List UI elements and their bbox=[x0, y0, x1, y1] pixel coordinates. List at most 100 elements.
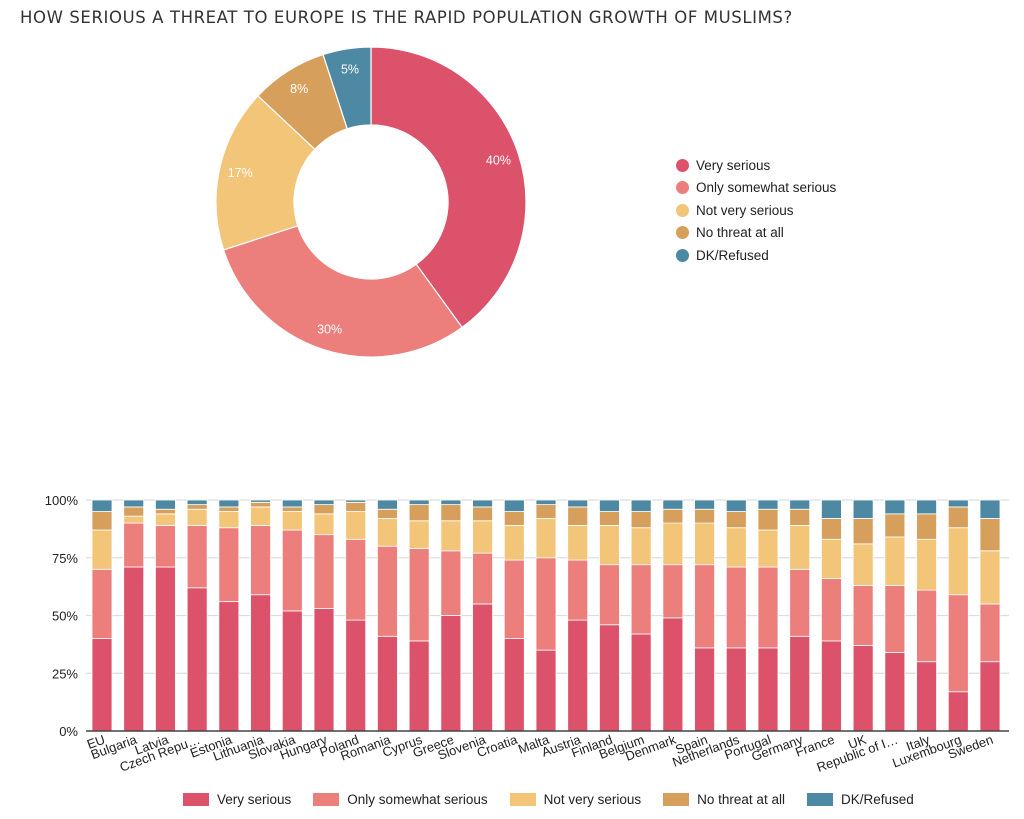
bar-segment-only-somewhat-serious bbox=[884, 585, 906, 653]
bar-segment-only-somewhat-serious bbox=[281, 529, 303, 612]
donut-label-very-serious: 40% bbox=[486, 154, 511, 168]
bar-group-romania bbox=[377, 499, 398, 732]
donut-legend-item-no-threat-at-all[interactable]: No threat at all bbox=[676, 222, 836, 245]
bar-segment-only-somewhat-serious bbox=[218, 527, 240, 603]
bar-segment-no-threat-at-all bbox=[377, 508, 398, 519]
bar-segment-very-serious bbox=[186, 587, 208, 732]
legend-dot-icon bbox=[676, 181, 689, 195]
bar-segment-dk-refused bbox=[440, 499, 462, 506]
bar-group-latvia bbox=[155, 499, 176, 732]
bar-segment-not-very-serious bbox=[852, 543, 874, 586]
bar-segment-very-serious bbox=[567, 619, 589, 732]
bar-segment-only-somewhat-serious bbox=[313, 534, 335, 609]
bar-segment-dk-refused bbox=[662, 499, 684, 510]
y-tick-label: 0% bbox=[59, 724, 78, 739]
bar-segment-not-very-serious bbox=[503, 525, 525, 561]
bar-segment-very-serious bbox=[440, 615, 462, 732]
bar-group-luxembourg bbox=[947, 499, 969, 732]
bar-group-belgium bbox=[630, 499, 652, 732]
legend-swatch-icon bbox=[313, 793, 340, 806]
bar-segment-only-somewhat-serious bbox=[155, 525, 176, 568]
bar-segment-very-serious bbox=[757, 647, 779, 732]
bar-segment-very-serious bbox=[979, 661, 1001, 732]
bar-legend-item-no-threat-at-all[interactable]: No threat at all bbox=[663, 792, 785, 807]
donut-legend-item-not-very-serious[interactable]: Not very serious bbox=[676, 199, 836, 222]
bar-legend-item-very-serious[interactable]: Very serious bbox=[183, 792, 291, 807]
bar-segment-very-serious bbox=[884, 652, 906, 732]
x-tick-label: UK bbox=[846, 732, 868, 752]
bar-legend-item-dk-refused[interactable]: DK/Refused bbox=[806, 792, 914, 807]
bar-segment-only-somewhat-serious bbox=[123, 522, 145, 568]
bar-segment-not-very-serious bbox=[979, 550, 1001, 605]
bar-segment-dk-refused bbox=[979, 499, 1001, 519]
bar-segment-very-serious bbox=[599, 624, 620, 732]
bar-segment-not-very-serious bbox=[757, 529, 779, 568]
bar-segment-very-serious bbox=[155, 566, 176, 732]
legend-label: Not very serious bbox=[696, 202, 794, 218]
bar-segment-not-very-serious bbox=[535, 518, 557, 559]
bar-segment-very-serious bbox=[123, 566, 145, 732]
bar-segment-only-somewhat-serious bbox=[979, 603, 1001, 663]
bar-segment-only-somewhat-serious bbox=[250, 525, 271, 596]
bar-segment-no-threat-at-all bbox=[281, 506, 303, 512]
bar-group-croatia bbox=[503, 499, 525, 732]
bar-group-malta bbox=[535, 499, 557, 732]
bar-group-poland bbox=[345, 499, 367, 732]
bar-group-germany bbox=[789, 499, 811, 732]
bar-segment-not-very-serious bbox=[155, 513, 176, 526]
bar-segment-not-very-serious bbox=[440, 520, 462, 552]
bar-segment-only-somewhat-serious bbox=[567, 559, 589, 621]
bar-segment-not-very-serious bbox=[662, 522, 684, 566]
bar-segment-no-threat-at-all bbox=[472, 506, 493, 522]
bar-segment-not-very-serious bbox=[123, 515, 145, 524]
bar-segment-very-serious bbox=[281, 610, 303, 732]
bar-group-lithuania bbox=[250, 499, 271, 732]
donut-legend-item-dk-refused[interactable]: DK/Refused bbox=[676, 244, 836, 267]
legend-dot-icon bbox=[676, 203, 689, 217]
bar-segment-no-threat-at-all bbox=[155, 508, 176, 515]
bar-segment-only-somewhat-serious bbox=[440, 550, 462, 616]
bar-segment-no-threat-at-all bbox=[186, 504, 208, 510]
bar-segment-only-somewhat-serious bbox=[757, 566, 779, 649]
bar-segment-very-serious bbox=[821, 640, 842, 732]
bar-segment-not-very-serious bbox=[821, 538, 842, 579]
bar-group-hungary bbox=[313, 499, 335, 732]
bar-segment-very-serious bbox=[535, 649, 557, 732]
bar-segment-dk-refused bbox=[630, 499, 652, 512]
donut-legend-item-only-somewhat-serious[interactable]: Only somewhat serious bbox=[676, 177, 836, 200]
bar-segment-only-somewhat-serious bbox=[916, 589, 937, 663]
donut-legend-item-very-serious[interactable]: Very serious bbox=[676, 154, 836, 177]
bar-segment-only-somewhat-serious bbox=[503, 559, 525, 639]
bar-segment-no-threat-at-all bbox=[884, 513, 906, 538]
bar-segment-very-serious bbox=[408, 640, 430, 732]
bar-segment-no-threat-at-all bbox=[218, 506, 240, 512]
bar-segment-no-threat-at-all bbox=[250, 501, 271, 508]
bar-segment-no-threat-at-all bbox=[979, 518, 1001, 552]
legend-swatch-icon bbox=[183, 793, 209, 806]
bar-group-greece bbox=[440, 499, 462, 732]
bar-segment-dk-refused bbox=[884, 499, 906, 515]
bar-segment-dk-refused bbox=[186, 499, 208, 506]
bar-legend-item-only-somewhat-serious[interactable]: Only somewhat serious bbox=[313, 792, 488, 807]
bar-segment-not-very-serious bbox=[281, 511, 303, 531]
bar-segment-very-serious bbox=[377, 635, 398, 732]
bar-segment-very-serious bbox=[313, 608, 335, 732]
bar-segment-dk-refused bbox=[567, 499, 589, 508]
bar-segment-dk-refused bbox=[503, 499, 525, 512]
bar-segment-dk-refused bbox=[599, 499, 620, 512]
bar-segment-dk-refused bbox=[916, 499, 937, 515]
bar-segment-very-serious bbox=[916, 661, 937, 732]
legend-dot-icon bbox=[676, 226, 689, 240]
bar-segment-not-very-serious bbox=[599, 525, 620, 566]
bar-group-slovakia bbox=[281, 499, 303, 732]
bar-segment-only-somewhat-serious bbox=[345, 538, 367, 621]
bar-legend-item-not-very-serious[interactable]: Not very serious bbox=[509, 792, 641, 807]
bar-segment-not-very-serious bbox=[313, 513, 335, 536]
bar-segment-only-somewhat-serious bbox=[186, 525, 208, 589]
bar-segment-no-threat-at-all bbox=[567, 506, 589, 526]
bar-segment-very-serious bbox=[662, 617, 684, 732]
bar-segment-only-somewhat-serious bbox=[377, 545, 398, 637]
bar-segment-no-threat-at-all bbox=[599, 511, 620, 526]
donut-slice-only-somewhat-serious bbox=[222, 225, 463, 358]
